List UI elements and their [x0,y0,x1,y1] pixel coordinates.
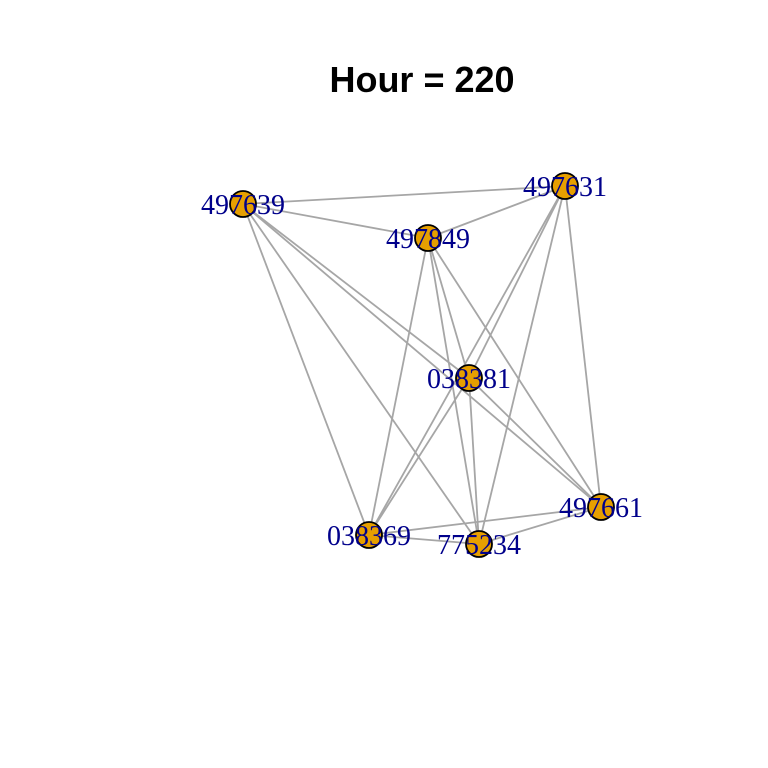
node-497849 [414,224,442,252]
edge-038369-775234 [368,534,480,545]
edge-497631-775234 [478,185,566,545]
edge-497631-038369 [368,185,566,536]
edge-497849-038369 [368,237,429,536]
edge-038381-775234 [468,377,480,545]
edge-497849-497661 [427,237,602,508]
node-label-497849: 497849 [386,224,470,255]
node-label-038381: 038381 [427,364,511,395]
edge-layer [242,185,602,545]
plot-title: Hour = 220 [329,59,515,100]
edge-497639-497849 [242,203,429,239]
edge-775234-497661 [478,506,602,545]
label-layer: 497639 497631 497849 038381 497661 038369 7752… [201,172,643,561]
edge-497849-038381 [427,237,470,379]
edge-038381-038369 [368,377,470,536]
node-038369 [355,521,383,549]
node-label-038369: 038369 [327,521,411,552]
edge-038369-497661 [368,506,602,536]
node-layer [229,172,615,558]
node-label-497661: 497661 [559,493,643,524]
node-label-497639: 497639 [201,190,285,221]
edge-497639-497631 [242,185,566,205]
edge-497639-038381 [242,203,470,379]
node-038381 [455,364,483,392]
node-775234 [465,530,493,558]
edge-497631-497661 [564,185,602,508]
node-497631 [551,172,579,200]
edge-497639-497661 [242,203,602,508]
edge-497639-775234 [242,203,480,545]
edge-038381-497661 [468,377,602,508]
node-497639 [229,190,257,218]
node-label-775234: 775234 [437,530,521,561]
edge-497631-038381 [468,185,566,379]
edge-497849-775234 [427,237,480,545]
node-497661 [587,493,615,521]
edge-497639-038369 [242,203,370,536]
edge-497631-497849 [427,185,566,239]
node-label-497631: 497631 [523,172,607,203]
